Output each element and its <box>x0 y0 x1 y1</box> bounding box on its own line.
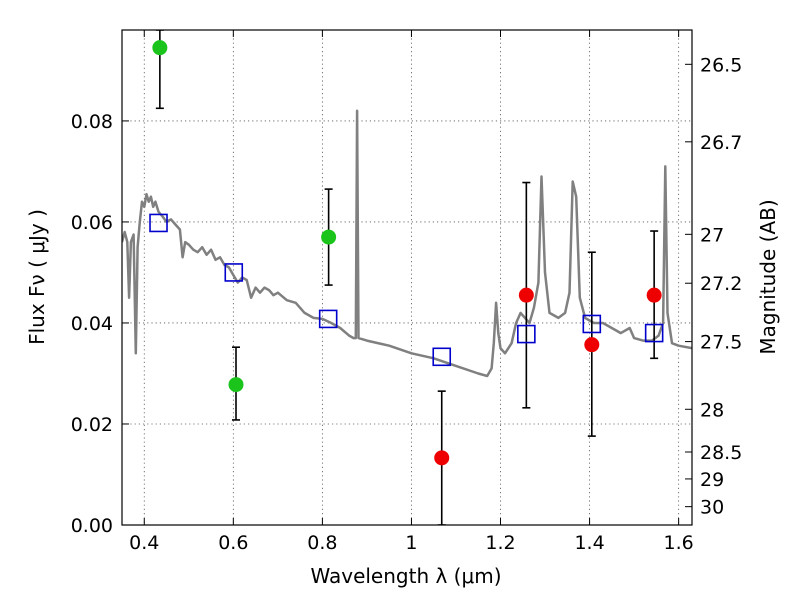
x-tick-label: 1 <box>405 532 417 554</box>
markers-group <box>149 40 664 466</box>
magnitude-axis-label: Magnitude (AB) <box>756 199 780 354</box>
x-tick-label: 1.6 <box>664 532 694 554</box>
model-photometry-square <box>149 213 168 233</box>
y-tick-label: 0.08 <box>71 111 113 133</box>
model-photometry-square <box>432 347 452 367</box>
model-photometry-square <box>318 309 338 329</box>
magnitude-tick-label: 30 <box>700 497 724 519</box>
red-data-point <box>646 287 662 303</box>
y-tick-label: 0.02 <box>71 414 113 436</box>
magnitude-tick-label: 27.2 <box>700 273 742 295</box>
model-photometry-square <box>517 324 536 344</box>
magnitude-tick-label: 26.5 <box>700 54 742 76</box>
y-axis-ticks: 0.00 0.02 0.04 0.06 0.08 <box>71 111 129 537</box>
x-tick-label: 1.2 <box>485 532 515 554</box>
magnitude-tick-label: 26.7 <box>700 132 742 154</box>
magnitude-tick-label: 28.5 <box>700 442 742 464</box>
x-axis-ticks: 0.4 0.6 0.8 1 1.2 1.4 1.6 <box>129 30 694 554</box>
magnitude-tick-label: 27 <box>700 224 724 246</box>
y-axis-label: Flux Fν ( μJy ) <box>25 209 49 345</box>
x-tick-label: 0.8 <box>307 532 337 554</box>
model-photometry-square <box>644 323 664 343</box>
model-photometry-square <box>582 314 602 334</box>
x-tick-label: 0.4 <box>129 532 159 554</box>
model-photometry-square <box>224 263 244 282</box>
magnitude-tick-label: 27.5 <box>700 332 742 354</box>
magnitude-tick-label: 28 <box>700 399 724 421</box>
x-tick-label: 1.4 <box>574 532 604 554</box>
y-tick-label: 0.06 <box>71 212 113 234</box>
red-data-point <box>584 337 600 353</box>
x-axis-label: Wavelength λ (μm) <box>310 564 501 588</box>
red-data-point <box>518 287 534 303</box>
plot-frame <box>121 29 693 526</box>
green-data-point <box>152 40 168 56</box>
magnitude-axis-ticks: 26.5 26.7 27 27.2 27.5 28 28.5 29 30 <box>685 54 742 519</box>
x-tick-label: 0.6 <box>218 532 248 554</box>
green-data-point <box>228 377 244 393</box>
y-tick-label: 0.04 <box>71 313 113 335</box>
red-data-point <box>434 450 450 466</box>
y-tick-label: 0.00 <box>71 515 113 537</box>
green-data-point <box>321 229 337 245</box>
magnitude-tick-label: 29 <box>700 469 724 491</box>
